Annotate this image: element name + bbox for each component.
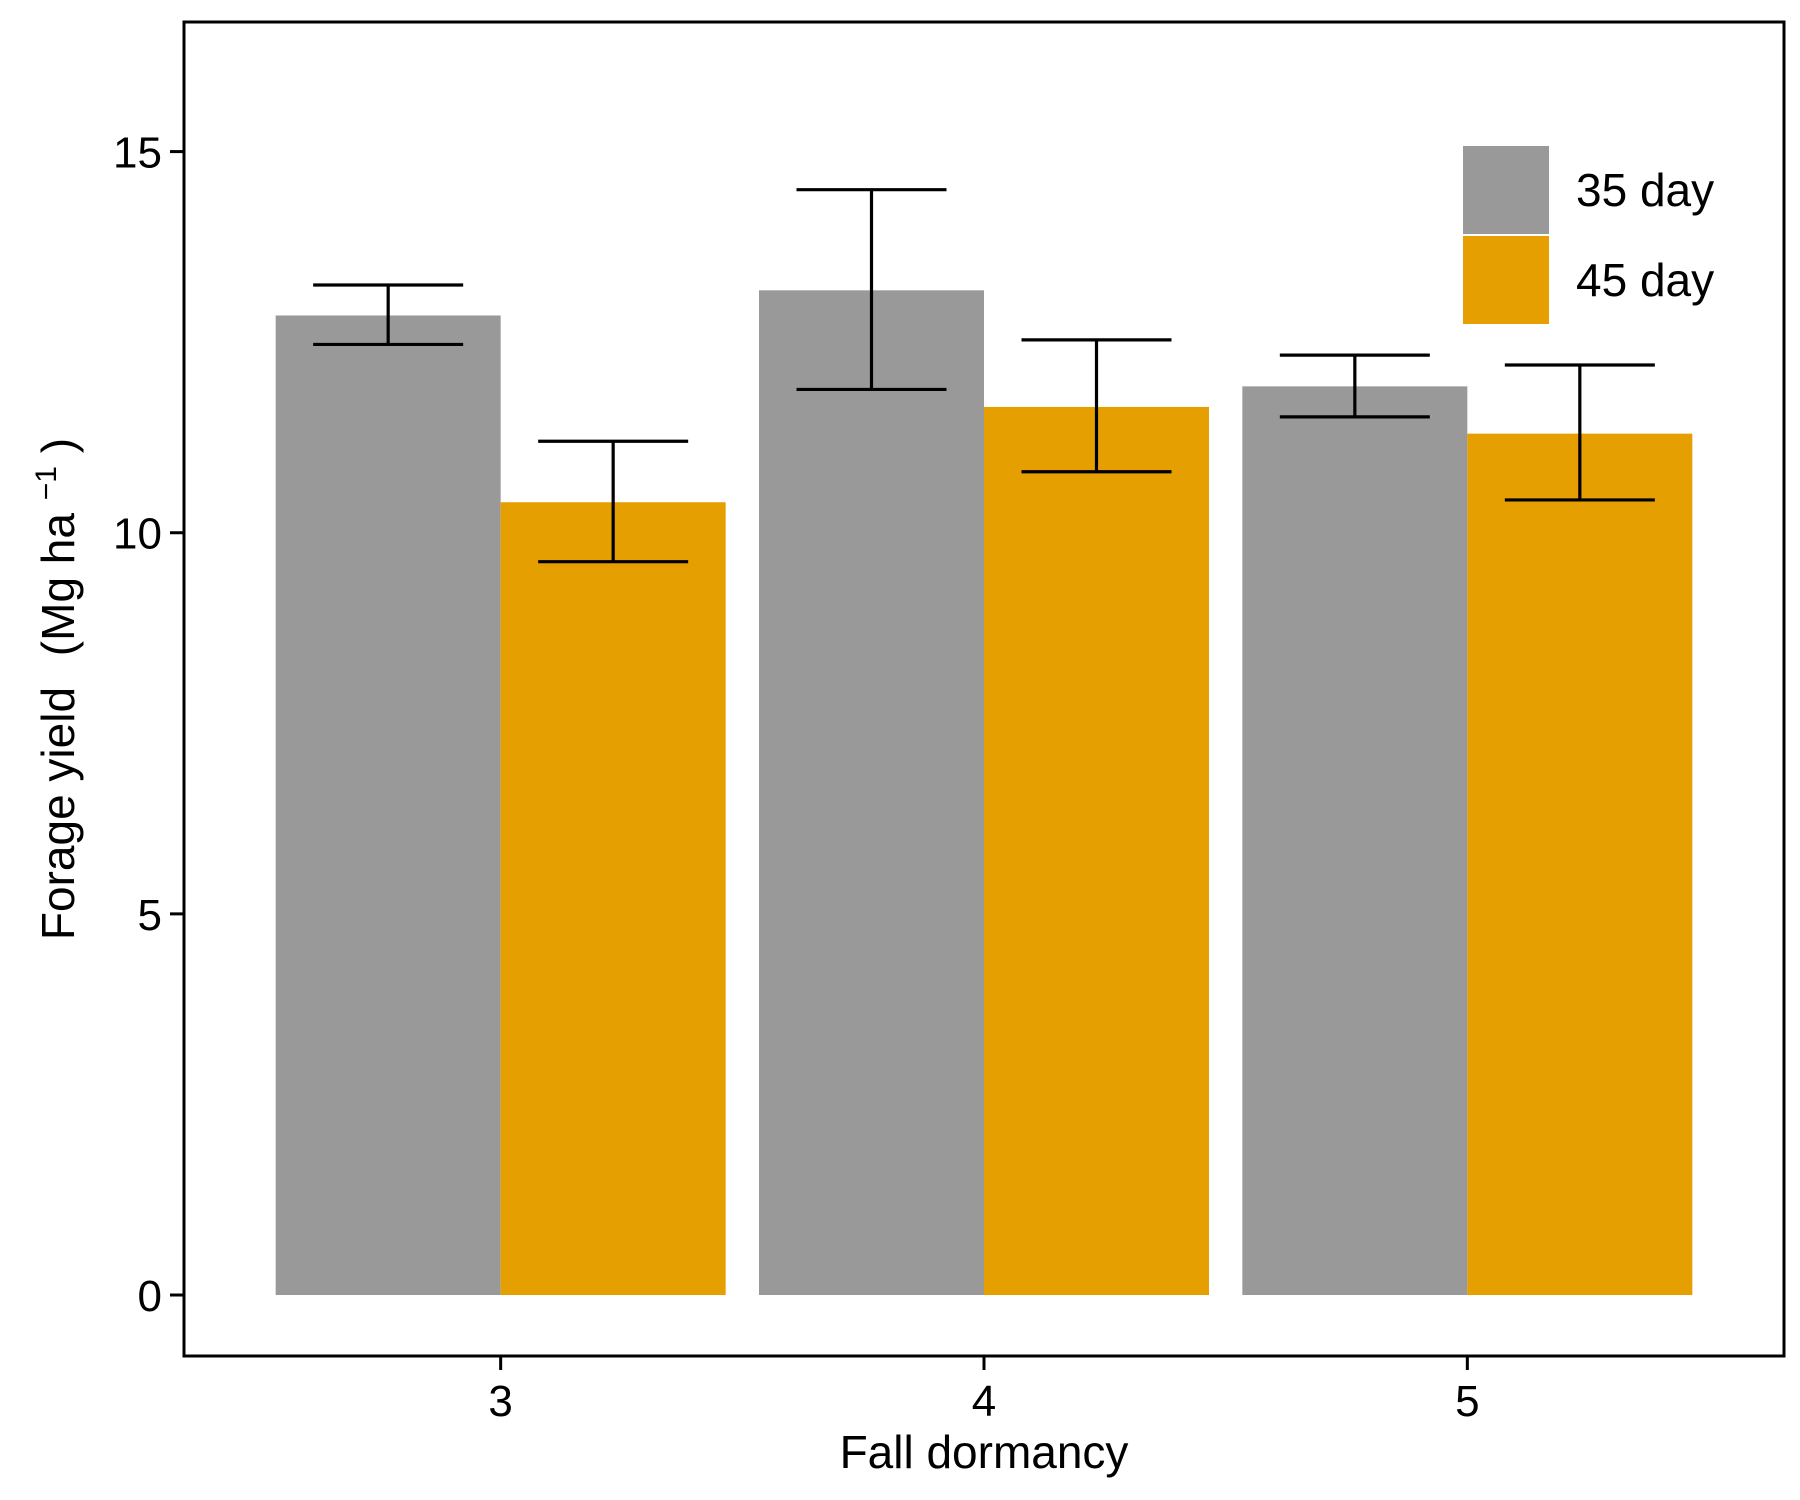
- bar: [1467, 433, 1693, 1296]
- legend-label: 45 day: [1576, 254, 1714, 306]
- y-axis-title: Forage yield (Mg ha −1 ): [14, 438, 84, 940]
- error-bar: [1021, 338, 1172, 474]
- error-bar: [1504, 363, 1655, 502]
- bar: [984, 406, 1209, 1296]
- legend: 35 day 45 day: [1463, 146, 1714, 324]
- y-axis-title-unit: (Mg ha: [32, 513, 84, 657]
- error-bar: [796, 188, 947, 392]
- legend-key: [1463, 146, 1549, 234]
- legend-label: 35 day: [1576, 164, 1714, 216]
- y-axis-title-unit-sup: −1: [30, 466, 63, 500]
- y-tick-label: 15: [113, 129, 162, 178]
- bar: [275, 315, 501, 1296]
- error-bar: [1279, 353, 1430, 419]
- x-tick-label: 5: [1455, 1377, 1479, 1426]
- x-tick-label: 4: [972, 1377, 996, 1426]
- bar: [1242, 386, 1468, 1296]
- y-tick-label: 5: [138, 891, 162, 940]
- bars: [275, 290, 1693, 1296]
- y-tick-label: 0: [138, 1272, 162, 1321]
- error-bars: [313, 188, 1655, 564]
- y-axis: 0 5 10 15: [113, 129, 184, 1321]
- x-tick-label: 3: [488, 1377, 512, 1426]
- y-axis-title-unit-close: ): [32, 438, 84, 453]
- y-tick-label: 10: [113, 510, 162, 559]
- x-axis: 3 4 5: [488, 1356, 1480, 1426]
- bar: [759, 290, 984, 1296]
- bar: [500, 502, 726, 1296]
- error-bar: [538, 439, 689, 564]
- legend-item: 45 day: [1463, 236, 1714, 324]
- legend-key: [1463, 236, 1549, 324]
- error-bar: [313, 283, 464, 347]
- y-axis-title-main: Forage yield: [32, 687, 84, 940]
- legend-item: 35 day: [1463, 146, 1714, 234]
- x-axis-title: Fall dormancy: [840, 1426, 1129, 1478]
